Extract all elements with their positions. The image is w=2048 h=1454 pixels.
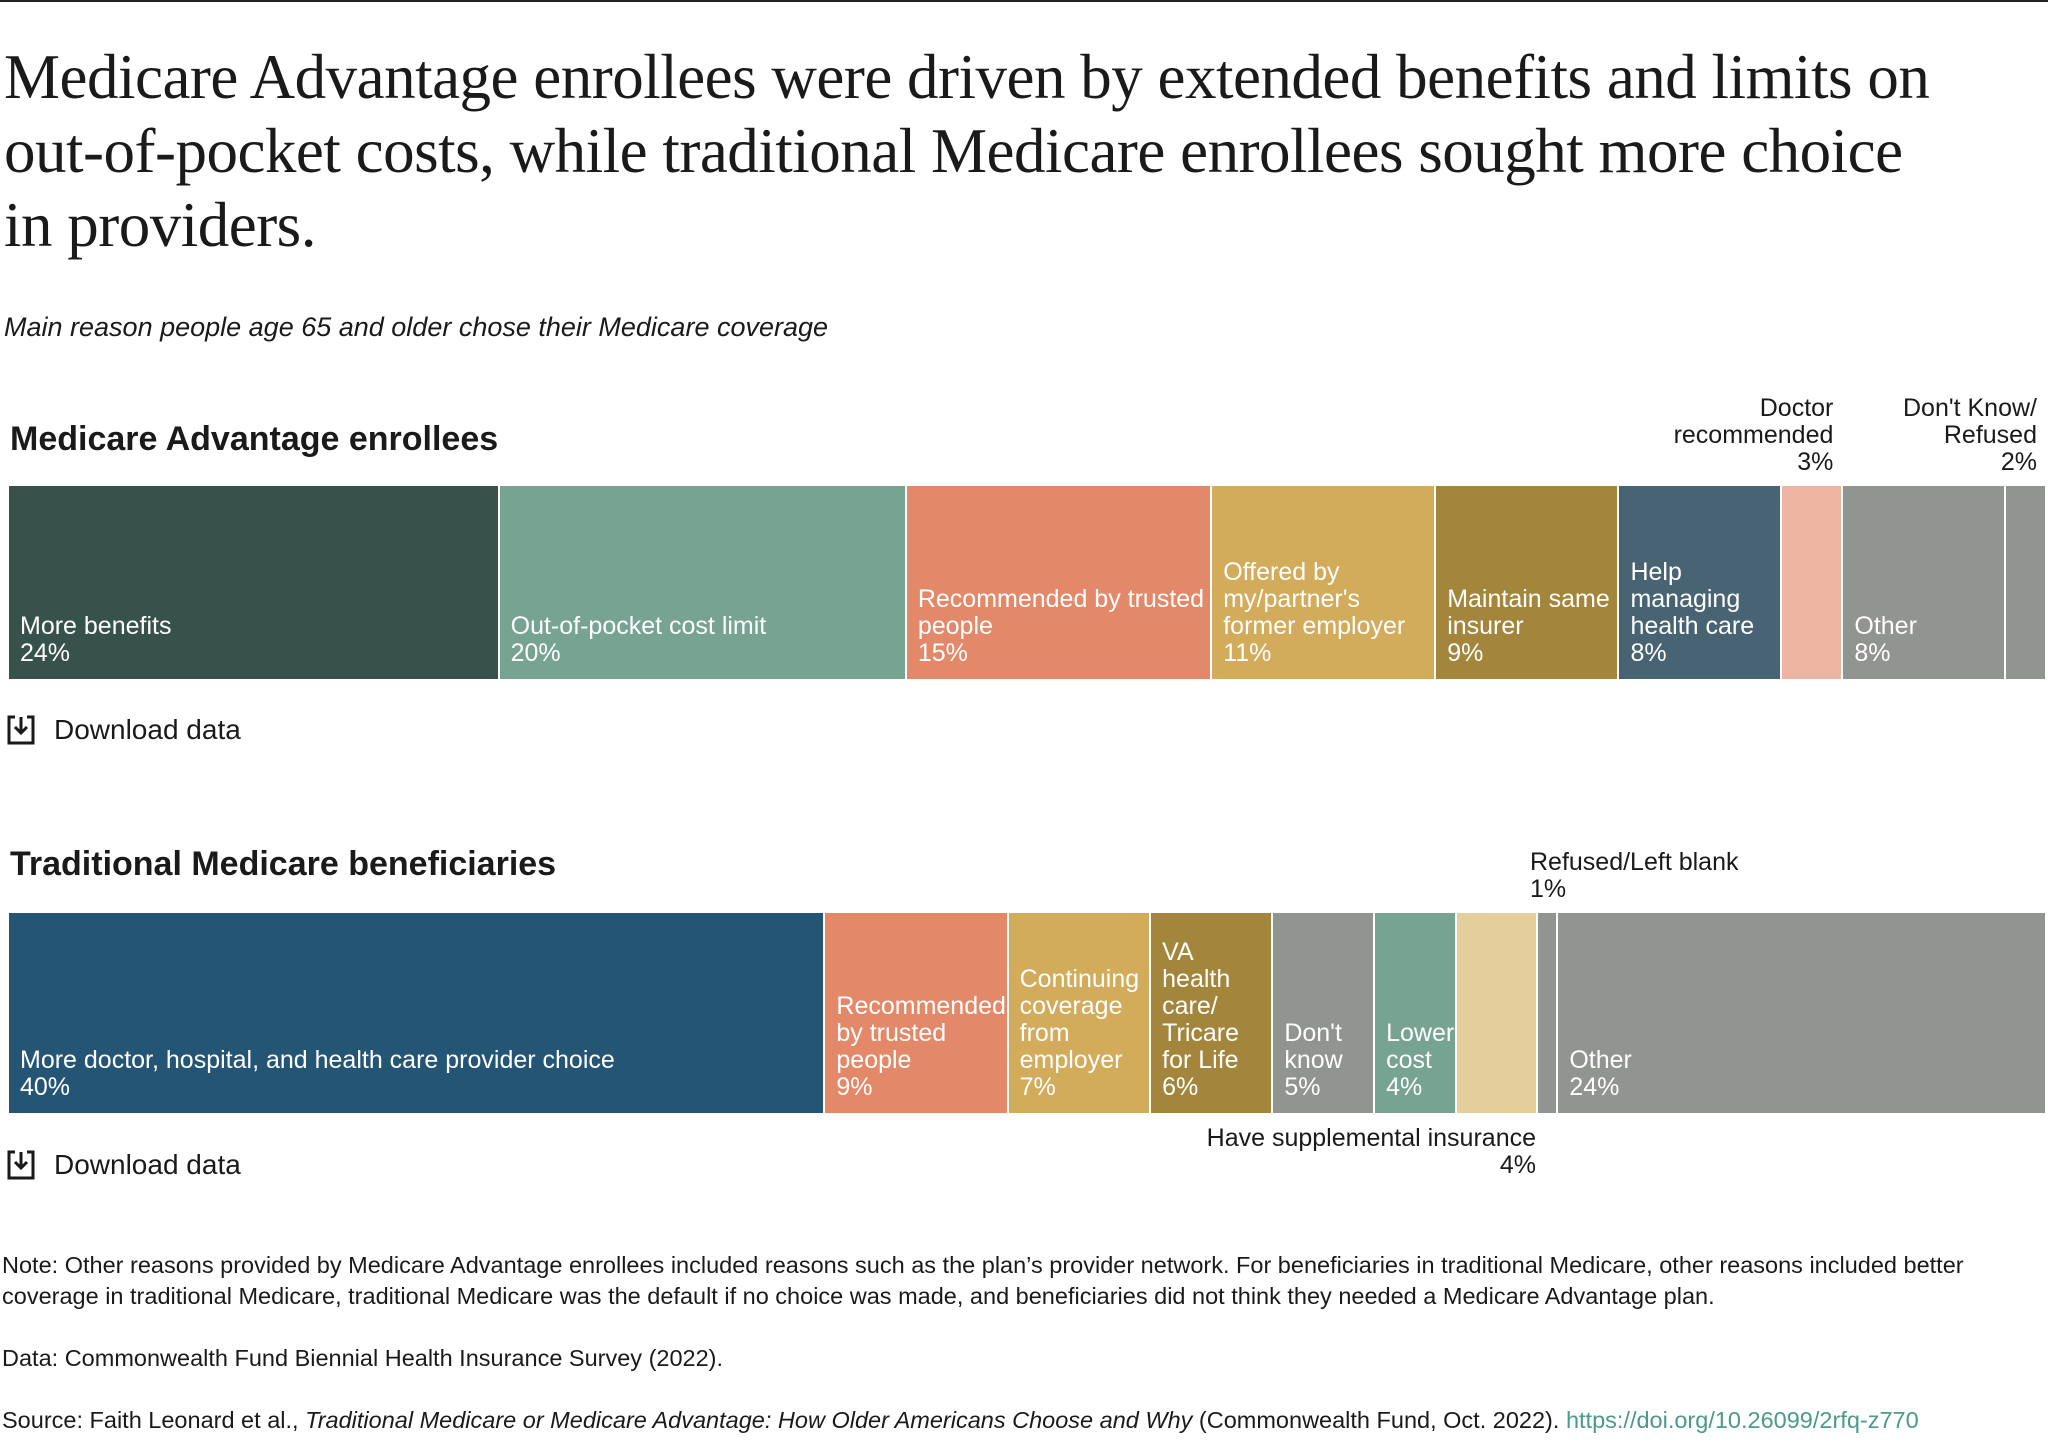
segment-name: Out-of-pocket cost limit [510, 612, 767, 640]
top-rule [0, 0, 2048, 2]
download-label[interactable]: Download data [54, 1149, 241, 1180]
segment-name: Don't Know/ Refused [1902, 394, 2037, 449]
segment-name: Have supplemental insurance [1206, 1124, 1536, 1152]
segment-name: Refused/Left blank [1530, 848, 1739, 876]
segment-value: 3% [1797, 448, 1834, 476]
segment-name: Maintain same insurer [1447, 585, 1610, 640]
segment-label: More doctor, hospital, and health care p… [20, 1047, 819, 1101]
bar-segment: Out-of-pocket cost limit 20% [497, 486, 905, 679]
segment-label: Recommended by trusted people 15% [918, 586, 1206, 667]
download-button[interactable]: Download data [6, 714, 241, 746]
bar-segment: Other 8% [1841, 486, 2005, 679]
download-button[interactable]: Download data [6, 1149, 241, 1181]
segment-value: 4% [1386, 1073, 1423, 1101]
segment-name: VA health care/ Tricare for Life [1162, 938, 1240, 1074]
segment-value: 4% [1499, 1151, 1536, 1179]
segment-value: 8% [1854, 639, 1891, 667]
segment-name: Continuing coverage from employer [1019, 965, 1140, 1074]
segment-label: VA health care/ Tricare for Life 6% [1162, 939, 1267, 1101]
segment-name: Help managing health care [1630, 558, 1755, 640]
source: Source: Faith Leonard et al., Traditiona… [2, 1405, 2032, 1436]
bar-segment: Recommended by trusted people 15% [904, 486, 1211, 679]
segment-value: 2% [2000, 448, 2037, 476]
segment-name: Other [1569, 1046, 1632, 1074]
segment-label: Refused/Left blank 1% [1530, 849, 1738, 903]
segment-name: Doctor recommended [1673, 394, 1834, 449]
bar-segment: Help managing health care 8% [1617, 486, 1781, 679]
data-credit: Data: Commonwealth Fund Biennial Health … [2, 1345, 724, 1371]
segment-label: Don't know 5% [1284, 1020, 1369, 1101]
segment-value: 11% [1223, 639, 1272, 667]
segment-value: 9% [1447, 639, 1484, 667]
segment-name: Don't know [1284, 1019, 1343, 1074]
bar-segment: Continuing coverage from employer 7% [1006, 913, 1150, 1113]
segment-value: 9% [836, 1073, 873, 1101]
segment-label: More benefits 24% [20, 613, 494, 667]
bar-segment: Other 24% [1556, 913, 2045, 1113]
bar-segment: More benefits 24% [9, 486, 498, 679]
segment-name: More benefits [20, 612, 172, 640]
bar-segment: VA health care/ Tricare for Life 6% [1149, 913, 1272, 1113]
segment-label: Continuing coverage from employer 7% [1020, 966, 1146, 1101]
segment-label: Out-of-pocket cost limit 20% [511, 613, 901, 667]
segment-value: 6% [1162, 1073, 1199, 1101]
segment-label: Offered by my/partner's former employer 1… [1223, 559, 1430, 667]
bar-segment [1780, 486, 1842, 679]
bar-segment: Recommended by trusted people 9% [823, 913, 1007, 1113]
segment-value: 5% [1284, 1073, 1321, 1101]
source-title: Traditional Medicare or Medicare Advanta… [305, 1407, 1193, 1433]
segment-name: Recommended by trusted people [836, 992, 1006, 1074]
segment-label: Have supplemental insurance 4% [1207, 1125, 1536, 1179]
segment-value: 24% [20, 639, 71, 667]
segment-label: Other 24% [1569, 1047, 2041, 1101]
bar-segment: Lower cost 4% [1373, 913, 1455, 1113]
segment-label: Maintain same insurer 9% [1447, 586, 1613, 667]
segment-name: More doctor, hospital, and health care p… [20, 1046, 615, 1074]
chart-title: Medicare Advantage enrollees [10, 420, 499, 458]
bar-segment: More doctor, hospital, and health care p… [9, 913, 824, 1113]
segment-name: Offered by my/partner's former employer [1223, 558, 1406, 640]
source-link[interactable]: https://doi.org/10.26099/2rfq-z770 [1565, 1407, 1919, 1433]
bar-segment: Don't know 5% [1271, 913, 1374, 1113]
segment-value: 40% [20, 1073, 71, 1101]
title: Medicare Advantage enrollees were driven… [4, 42, 1930, 260]
segment-label: Help managing health care 8% [1630, 559, 1776, 667]
download-icon [7, 1150, 35, 1180]
segment-value: 1% [1530, 875, 1567, 903]
segment-value: 24% [1569, 1073, 1620, 1101]
subtitle: Main reason people age 65 and older chos… [4, 312, 829, 342]
segment-label: Recommended by trusted people 9% [836, 992, 1006, 1101]
segment-name: Other [1854, 612, 1917, 640]
source-suffix: (Commonwealth Fund, Oct. 2022). [1192, 1407, 1566, 1433]
segment-label: Other 8% [1854, 613, 2000, 667]
source-prefix: Source: Faith Leonard et al., [2, 1407, 306, 1433]
segment-value: 8% [1630, 639, 1667, 667]
bar-segment: Offered by my/partner's former employer 1… [1210, 486, 1435, 679]
download-icon [7, 715, 35, 745]
segment-value: 7% [1019, 1073, 1056, 1101]
note: Note: Other reasons provided by Medicare… [2, 1252, 1964, 1309]
segment-label: Lower cost 4% [1386, 1019, 1455, 1101]
segment-label: Don't Know/ Refused 2% [1867, 395, 2037, 476]
bar-segment [1536, 913, 1557, 1113]
chart-title: Traditional Medicare beneficiaries [10, 845, 557, 883]
download-label[interactable]: Download data [54, 714, 241, 745]
bar-segment [2004, 486, 2045, 679]
segment-value: 20% [510, 639, 561, 667]
segment-label: Doctor recommended 3% [1663, 394, 1834, 476]
segment-name: Lower cost [1386, 1019, 1455, 1074]
bar-segment [1454, 913, 1536, 1113]
segment-value: 15% [917, 639, 968, 667]
bar-segment: Maintain same insurer 9% [1434, 486, 1618, 679]
segment-name: Recommended by trusted people [917, 585, 1205, 640]
